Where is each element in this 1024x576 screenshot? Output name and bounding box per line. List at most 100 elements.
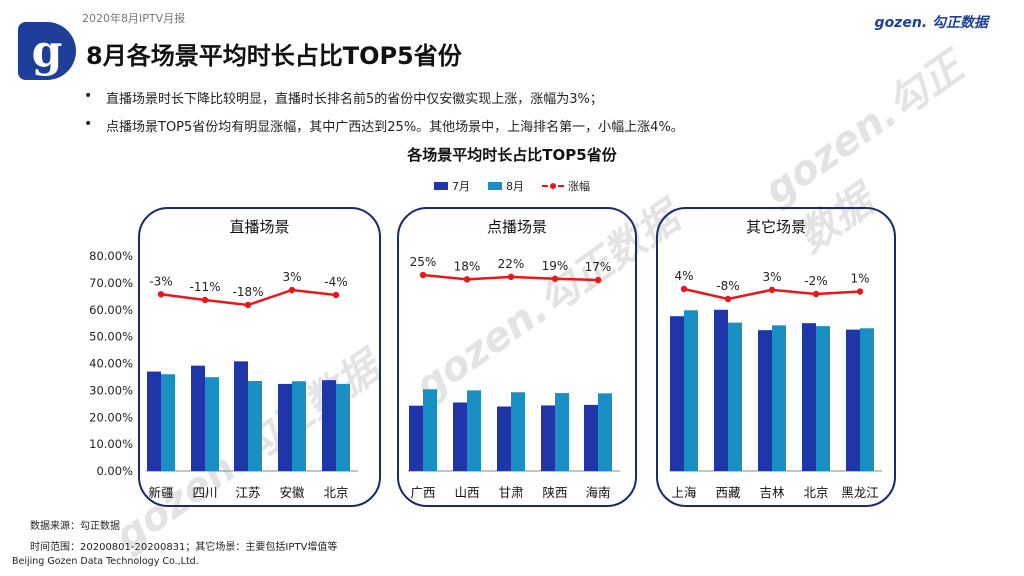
- growth-label: -3%: [149, 274, 172, 288]
- legend-label: 7月: [452, 180, 470, 193]
- growth-point: [594, 276, 602, 284]
- growth-point: [812, 290, 820, 298]
- category-label: 北京: [803, 485, 828, 500]
- bar-jul: [409, 405, 423, 471]
- growth-label: 25%: [410, 255, 437, 269]
- y-tick-label: 0.00%: [96, 464, 133, 478]
- growth-point: [332, 291, 340, 299]
- bar-jul: [497, 406, 511, 471]
- bar-jul: [584, 404, 598, 471]
- legend-label: 涨幅: [568, 180, 590, 193]
- growth-label: 1%: [850, 272, 869, 286]
- data-source: 数据来源：勾正数据: [30, 521, 120, 532]
- category-label: 黑龙江: [841, 485, 879, 500]
- category-label: 西藏: [715, 485, 741, 500]
- legend-item-aug: 8月: [488, 178, 524, 194]
- growth-label: -2%: [804, 274, 827, 288]
- y-tick-label: 80.00%: [89, 249, 133, 263]
- company-name: Beijing Gozen Data Technology Co.,Ltd.: [12, 556, 199, 567]
- y-tick-label: 50.00%: [89, 330, 133, 344]
- bar-aug: [684, 310, 698, 471]
- growth-point: [463, 276, 471, 283]
- bar-aug: [728, 322, 742, 471]
- category-label: 甘肃: [498, 485, 523, 500]
- category-label: 安徽: [279, 485, 305, 500]
- category-label: 江苏: [235, 485, 260, 500]
- y-tick-label: 20.00%: [89, 410, 133, 424]
- bar-jul: [541, 405, 555, 471]
- bar-aug: [772, 325, 786, 471]
- bar-aug: [336, 383, 350, 471]
- bar-aug: [860, 328, 874, 471]
- y-tick-label: 30.00%: [89, 383, 133, 397]
- growth-point: [288, 286, 296, 294]
- time-range: 时间范围：20200801-20200831；其它场景：主要包括IPTV增值等: [30, 542, 338, 553]
- growth-label: -11%: [189, 280, 220, 294]
- growth-point: [724, 295, 732, 303]
- legend-item-growth: 涨幅: [542, 178, 590, 194]
- legend-swatch: [434, 182, 448, 190]
- growth-label: 4%: [674, 269, 693, 283]
- legend-swatch: [542, 181, 564, 191]
- category-label: 新疆: [148, 485, 173, 500]
- growth-point: [680, 285, 688, 293]
- growth-point: [856, 288, 864, 295]
- y-tick-label: 70.00%: [89, 276, 133, 290]
- growth-point: [157, 291, 165, 298]
- category-label: 吉林: [759, 485, 785, 500]
- growth-label: 18%: [454, 259, 481, 273]
- bar-jul: [846, 329, 860, 471]
- growth-label: 19%: [542, 259, 569, 273]
- growth-label: 3%: [762, 270, 781, 284]
- summary-bullets: 直播场景时长下降比较明显，直播时长排名前5的省份中仅安徽实现上涨，涨幅为3%； …: [84, 88, 684, 144]
- gozen-logo-icon: g: [18, 22, 76, 80]
- panel-other: [656, 207, 896, 507]
- legend-label: 8月: [506, 180, 524, 193]
- growth-point: [201, 296, 209, 304]
- bar-aug: [292, 381, 306, 471]
- bar-aug: [161, 374, 175, 471]
- panel-vod: [397, 207, 637, 507]
- panel-title-live: 直播场景: [229, 218, 290, 236]
- category-label: 上海: [671, 485, 697, 500]
- bar-aug: [816, 326, 830, 471]
- bar-jul: [147, 371, 161, 471]
- bar-jul: [278, 383, 292, 471]
- bar-aug: [423, 389, 437, 471]
- bar-jul: [714, 309, 728, 471]
- bar-aug: [511, 392, 525, 471]
- y-tick-label: 60.00%: [89, 303, 133, 317]
- bar-jul: [234, 361, 248, 471]
- bar-jul: [802, 323, 816, 471]
- y-tick-label: 10.00%: [89, 437, 133, 451]
- category-label: 海南: [585, 485, 610, 500]
- panel-title-other: 其它场景: [745, 218, 806, 236]
- growth-label: -8%: [716, 279, 739, 293]
- growth-label: 22%: [498, 257, 525, 271]
- growth-label: 17%: [585, 260, 612, 274]
- panel-title-vod: 点播场景: [486, 218, 547, 236]
- category-label: 四川: [192, 485, 217, 500]
- growth-point: [419, 271, 427, 279]
- growth-point: [551, 275, 559, 282]
- page-title: 8月各场景平均时长占比TOP5省份: [86, 42, 462, 70]
- growth-point: [768, 286, 776, 294]
- growth-point: [244, 301, 252, 309]
- y-tick-label: 40.00%: [89, 357, 133, 371]
- brand-logo: gozen. 勾正数据: [874, 15, 988, 31]
- report-tag: 2020年8月IPTV月报: [82, 12, 186, 25]
- bar-aug: [467, 390, 481, 471]
- bar-aug: [248, 380, 262, 471]
- bullet-item: 直播场景时长下降比较明显，直播时长排名前5的省份中仅安徽实现上涨，涨幅为3%；: [84, 88, 684, 107]
- chart-legend: 7月 8月 涨幅: [0, 178, 1024, 194]
- bullet-item: 点播场景TOP5省份均有明显涨幅，其中广西达到25%。其他场景中，上海排名第一，…: [84, 116, 684, 135]
- legend-swatch: [488, 182, 502, 190]
- growth-label: 3%: [282, 270, 301, 284]
- growth-point: [507, 273, 515, 281]
- category-label: 陕西: [542, 485, 567, 500]
- bar-jul: [191, 365, 205, 471]
- category-label: 广西: [410, 485, 435, 500]
- growth-label: -4%: [324, 275, 347, 289]
- bar-jul: [453, 402, 467, 471]
